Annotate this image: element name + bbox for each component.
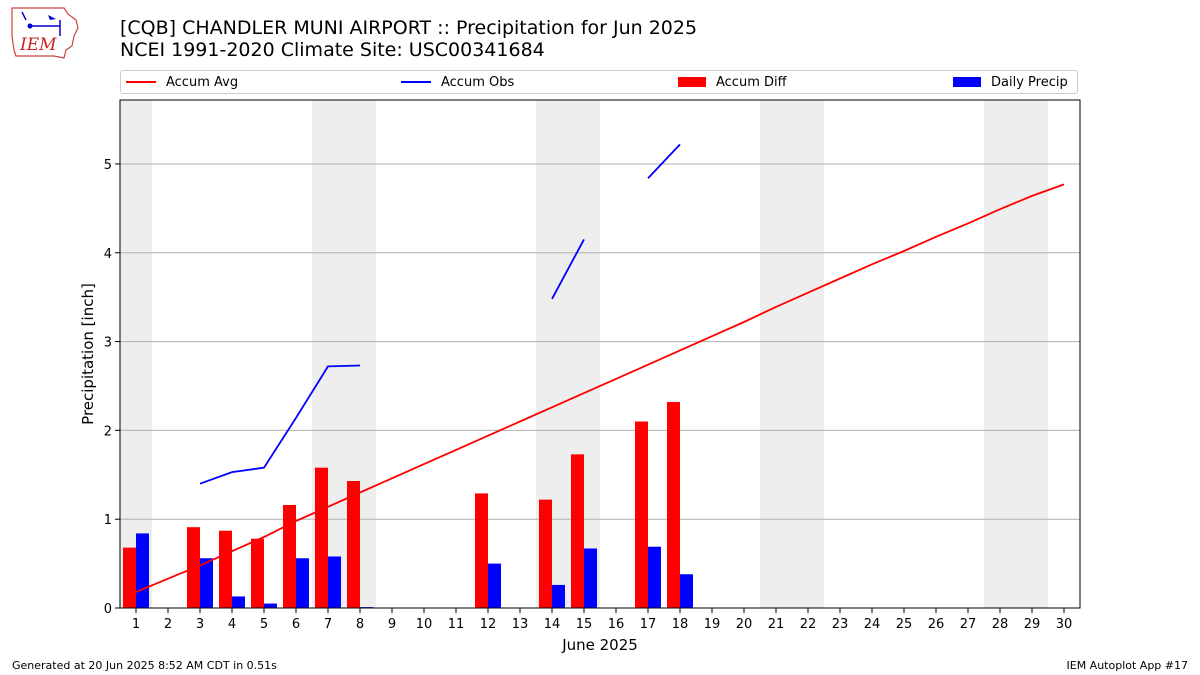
x-tick-label: 15 <box>576 617 593 632</box>
legend-label-accum-diff: Accum Diff <box>716 74 787 90</box>
y-tick-label: 0 <box>104 602 112 617</box>
bar-daily-precip <box>328 556 341 608</box>
bar-accum-diff <box>283 504 296 608</box>
x-tick-label: 4 <box>228 617 236 632</box>
bar-accum-diff <box>219 530 232 608</box>
weekend-band <box>536 100 600 608</box>
x-tick-label: 13 <box>512 617 529 632</box>
bar-accum-diff <box>187 527 200 608</box>
bar-daily-precip <box>232 596 245 608</box>
bar-accum-diff <box>123 547 136 608</box>
x-tick-label: 19 <box>704 617 721 632</box>
x-tick-label: 8 <box>356 617 364 632</box>
bar-daily-precip <box>296 558 309 608</box>
bar-daily-precip <box>488 563 501 608</box>
x-tick-label: 3 <box>196 617 204 632</box>
x-tick-label: 23 <box>832 617 849 632</box>
y-axis-label: Precipitation [inch] <box>79 283 97 425</box>
x-tick-label: 28 <box>992 617 1009 632</box>
plot-frame <box>119 99 1081 609</box>
x-tick-label: 16 <box>608 617 625 632</box>
logo-text: IEM <box>19 35 57 55</box>
legend-swatch-daily-precip <box>953 77 981 87</box>
x-tick-label: 25 <box>896 617 913 632</box>
bar-daily-precip <box>136 533 149 608</box>
weekend-band <box>760 100 824 608</box>
bar-accum-diff <box>571 454 584 608</box>
line-accum-avg <box>135 183 1065 593</box>
iem-logo: IEM <box>11 7 79 59</box>
bar-daily-precip <box>552 584 565 608</box>
bar-daily-precip <box>264 603 277 608</box>
x-tick-label: 14 <box>544 617 561 632</box>
bar-daily-precip <box>648 546 661 608</box>
bar-accum-diff <box>347 481 360 608</box>
legend-swatch-accum-obs <box>401 81 431 83</box>
y-tick-label: 2 <box>104 424 112 439</box>
bar-accum-diff <box>315 467 328 608</box>
bar-accum-diff <box>475 493 488 608</box>
y-tick-label: 3 <box>104 336 112 351</box>
line-accum-obs <box>551 238 585 300</box>
bar-accum-diff <box>635 421 648 608</box>
x-tick-label: 11 <box>448 617 465 632</box>
x-tick-label: 7 <box>324 617 332 632</box>
weekend-band <box>312 100 376 608</box>
legend-item-daily-precip: Daily Precip <box>953 71 1068 93</box>
x-tick-label: 17 <box>640 617 657 632</box>
bar-accum-diff <box>667 401 680 608</box>
legend-label-accum-obs: Accum Obs <box>441 74 515 90</box>
legend-label-daily-precip: Daily Precip <box>991 74 1068 90</box>
line-accum-obs <box>647 143 681 179</box>
legend-item-accum-diff: Accum Diff <box>678 71 787 93</box>
y-tick-label: 1 <box>104 513 112 528</box>
x-axis-label: June 2025 <box>561 636 638 654</box>
x-tick-label: 22 <box>800 617 817 632</box>
x-tick-label: 29 <box>1024 617 1041 632</box>
footer-app: IEM Autoplot App #17 <box>1066 659 1189 672</box>
weekend-band <box>120 100 152 608</box>
bar-daily-precip <box>200 558 213 608</box>
x-tick-label: 24 <box>864 617 881 632</box>
weekend-band <box>984 100 1048 608</box>
legend-label-accum-avg: Accum Avg <box>166 74 239 90</box>
x-tick-label: 5 <box>260 617 268 632</box>
x-tick-label: 30 <box>1056 617 1073 632</box>
legend-swatch-accum-diff <box>678 77 706 87</box>
bar-daily-precip <box>584 548 597 608</box>
x-tick-label: 27 <box>960 617 977 632</box>
x-tick-label: 10 <box>416 617 433 632</box>
bar-accum-diff <box>539 499 552 608</box>
x-tick-label: 26 <box>928 617 945 632</box>
legend-swatch-accum-avg <box>126 81 156 83</box>
legend-item-accum-obs: Accum Obs <box>401 71 514 93</box>
chart-subtitle: NCEI 1991-2020 Climate Site: USC00341684 <box>120 39 545 61</box>
bar-daily-precip <box>680 574 693 608</box>
x-tick-label: 6 <box>292 617 300 632</box>
x-tick-label: 21 <box>768 617 785 632</box>
chart-title: [CQB] CHANDLER MUNI AIRPORT :: Precipita… <box>120 17 698 39</box>
bar-daily-precip <box>360 607 373 609</box>
x-tick-label: 12 <box>480 617 497 632</box>
line-accum-obs <box>199 364 361 485</box>
x-tick-label: 1 <box>132 617 140 632</box>
legend: Accum Avg Accum Obs Accum Diff Daily Pre… <box>120 70 1078 94</box>
x-tick-label: 9 <box>388 617 396 632</box>
y-tick-label: 5 <box>104 158 112 173</box>
footer-generated: Generated at 20 Jun 2025 8:52 AM CDT in … <box>12 659 277 672</box>
y-tick-label: 4 <box>104 247 112 262</box>
x-tick-label: 2 <box>164 617 172 632</box>
x-tick-label: 20 <box>736 617 753 632</box>
plot-area <box>120 100 1080 608</box>
legend-item-accum-avg: Accum Avg <box>126 71 238 93</box>
bar-accum-diff <box>251 538 264 608</box>
x-tick-label: 18 <box>672 617 689 632</box>
